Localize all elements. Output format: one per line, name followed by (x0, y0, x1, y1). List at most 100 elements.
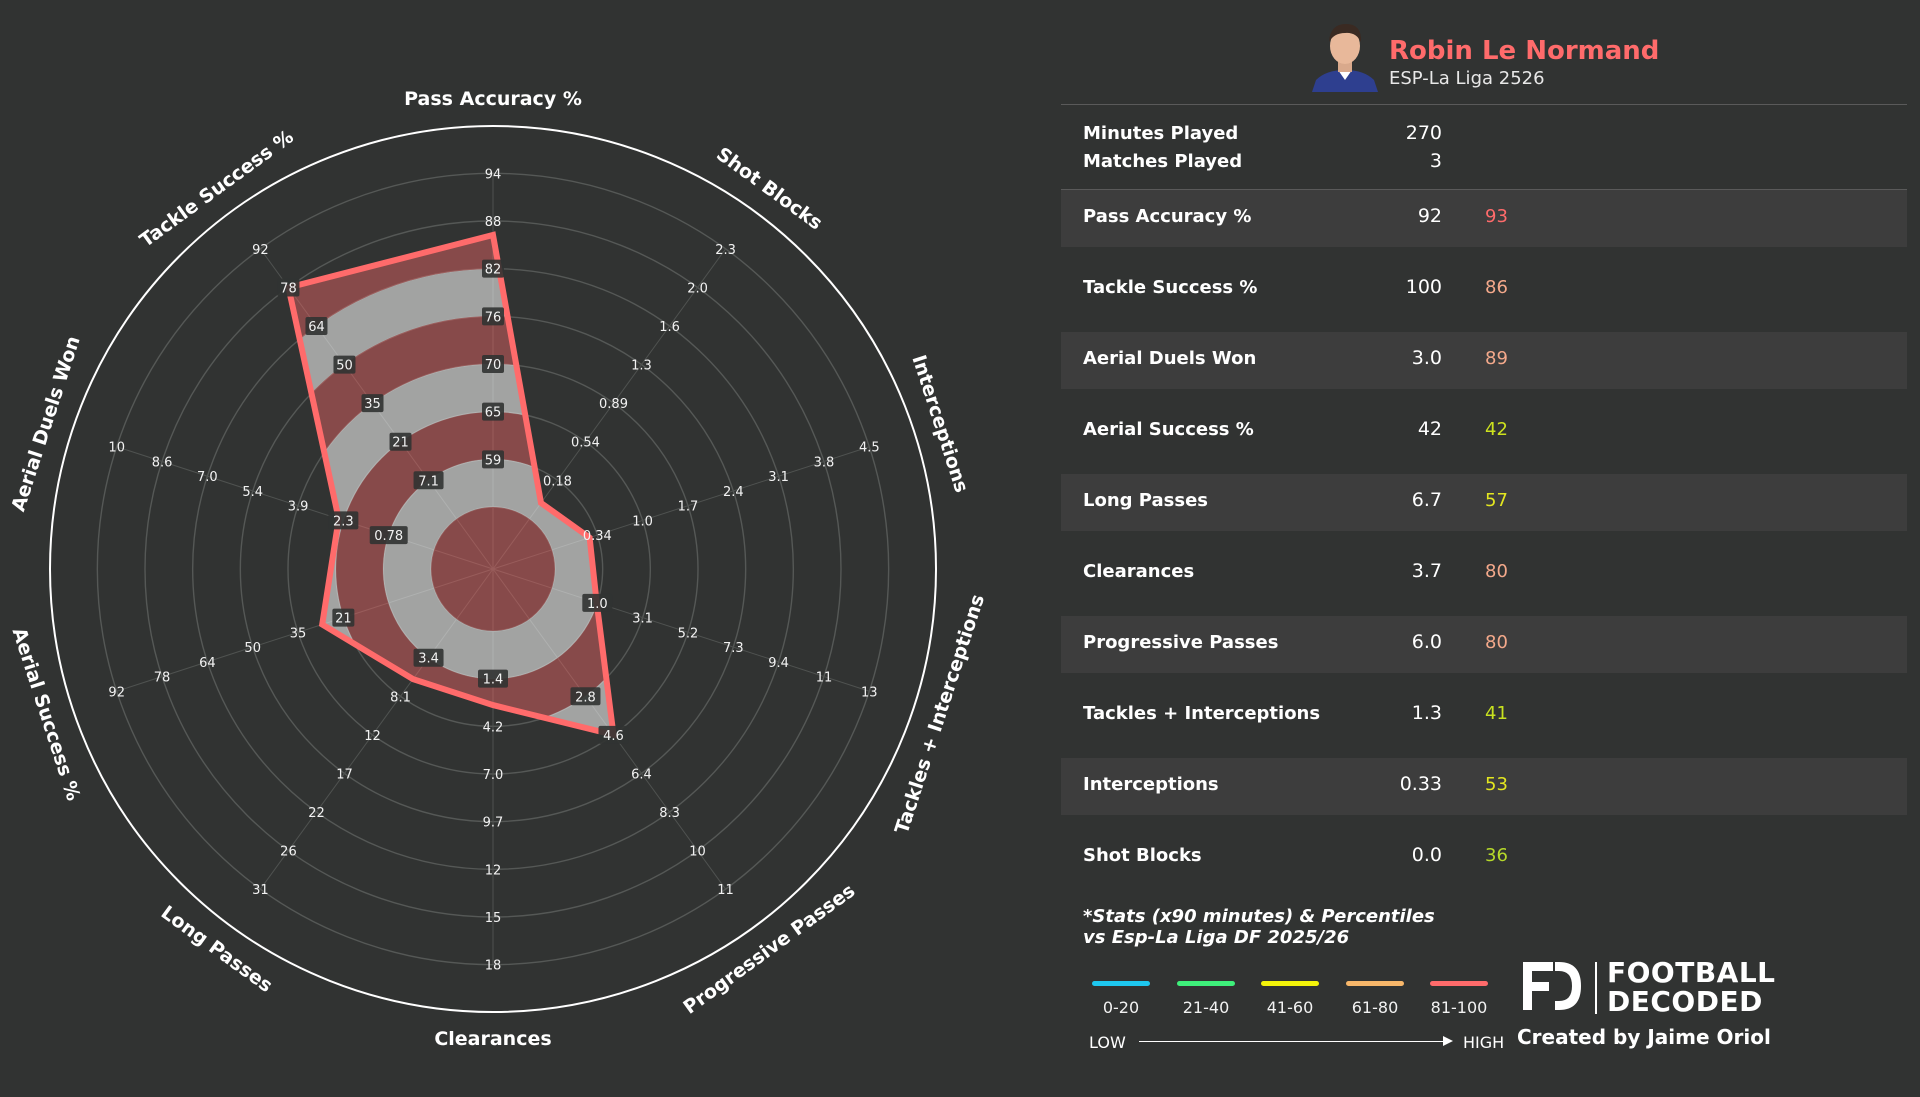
tick-label: 4.6 (603, 729, 624, 744)
minutes-played-value: 270 (1405, 122, 1442, 144)
legend-range: 41-60 (1266, 998, 1314, 1017)
stat-label: Progressive Passes (1083, 632, 1279, 653)
tick-label: 2.4 (723, 485, 744, 500)
stat-value: 6.0 (1411, 631, 1442, 653)
minutes-played-label: Minutes Played (1083, 123, 1239, 144)
tick-label-bg (478, 669, 508, 688)
radar-chart: 59 65 70 76 82 88 94 0.18 0.54 0.89 1.3 1.6 2.0 2.3 0.… (7, 88, 989, 1050)
tick-label: 0.89 (599, 397, 628, 412)
stat-percentile: 86 (1485, 277, 1508, 298)
legend-swatch (1092, 981, 1150, 986)
tick-label: 1.6 (659, 320, 680, 335)
stat-label: Tackles + Interceptions (1083, 703, 1321, 724)
stat-row: Clearances 3.7 80 (1061, 545, 1907, 602)
legend-swatch (1346, 981, 1404, 986)
tick-label-bg (482, 402, 504, 421)
stat-label: Aerial Success % (1083, 419, 1254, 440)
stat-value: 6.7 (1411, 489, 1442, 511)
matches-played-label: Matches Played (1083, 151, 1243, 172)
axis-label: Progressive Passes (679, 880, 859, 1019)
tick-label: 1.3 (631, 359, 652, 374)
stat-percentile: 53 (1485, 774, 1508, 795)
stat-percentile: 42 (1485, 419, 1508, 440)
legend-item: 41-60 (1255, 981, 1325, 1017)
tick-label: 8.3 (659, 806, 680, 821)
tick-label-bg (413, 648, 444, 667)
stat-percentile: 41 (1485, 703, 1508, 724)
legend-high-label: HIGH (1463, 1033, 1505, 1052)
tick-label-bg (582, 593, 613, 612)
tick-label: 5.4 (242, 485, 263, 500)
tick-label: 59 (485, 453, 502, 468)
player-league: ESP-La Liga 2526 (1389, 68, 1545, 89)
logo-divider (1595, 962, 1597, 1014)
tick-label: 82 (485, 263, 502, 278)
legend-item: 21-40 (1171, 981, 1241, 1017)
stat-value: 0.33 (1399, 773, 1442, 795)
footnote-line: vs Esp-La Liga DF 2025/26 (1083, 927, 1350, 948)
tick-label: 8.1 (390, 690, 411, 705)
stat-row: Progressive Passes 6.0 80 (1061, 616, 1907, 673)
tick-label: 94 (485, 167, 502, 182)
tick-label: 78 (280, 281, 297, 296)
tick-label: 35 (364, 397, 381, 412)
tick-label-bg (305, 317, 328, 336)
stat-value: 3.0 (1411, 347, 1442, 369)
logo-line: FOOTBALL (1607, 956, 1776, 989)
footnote-line: *Stats (x90 minutes) & Percentiles (1083, 906, 1435, 927)
tick-label: 64 (199, 656, 216, 671)
outer-ring (49, 125, 937, 1013)
tick-label-bg (332, 608, 355, 627)
divider (1061, 189, 1907, 190)
radar-band (383, 459, 603, 679)
tick-label: 1.0 (587, 597, 608, 612)
matches-played-value: 3 (1429, 150, 1442, 172)
stat-percentile: 80 (1485, 632, 1508, 653)
tick-label: 3.1 (632, 612, 653, 627)
tick-label-bg (361, 394, 384, 413)
tick-label: 15 (485, 911, 502, 926)
tick-label: 2.3 (333, 514, 354, 529)
football-decoded-logo-icon (1523, 962, 1581, 1010)
tick-label: 7.0 (483, 768, 504, 783)
tick-label: 0.18 (543, 474, 572, 489)
stat-value: 100 (1405, 276, 1442, 298)
tick-label-bg (598, 725, 629, 744)
stat-value: 3.7 (1411, 560, 1442, 582)
tick-label: 26 (280, 845, 297, 860)
tick-label-bg (570, 687, 601, 706)
stat-row: Aerial Success % 42 42 (1061, 403, 1907, 460)
tick-label: 3.4 (418, 652, 439, 667)
tick-label: 2.0 (687, 281, 708, 296)
tick-label: 8.6 (152, 455, 173, 470)
legend-swatch (1261, 981, 1319, 986)
axis-label: Shot Blocks (712, 143, 826, 234)
tick-label: 2.3 (715, 243, 736, 258)
legend-item: 0-20 (1086, 981, 1156, 1017)
tick-label: 7.1 (418, 474, 439, 489)
tick-label: 78 (154, 671, 171, 686)
tick-label: 7.0 (197, 470, 218, 485)
tick-label: 21 (335, 612, 352, 627)
tick-label: 11 (717, 883, 734, 898)
tick-label-bg (413, 471, 444, 490)
axis-label: Interceptions (907, 352, 972, 495)
axis-label: Aerial Success % (8, 625, 85, 803)
legend-range: 21-40 (1182, 998, 1230, 1017)
legend-range: 61-80 (1351, 998, 1399, 1017)
tick-label: 10 (108, 441, 125, 456)
axis-label: Tackles + Interceptions (891, 592, 989, 837)
logo-text: FOOTBALL DECODED (1607, 958, 1776, 1016)
tick-label: 3.9 (288, 500, 309, 515)
stat-row: Aerial Duels Won 3.0 89 (1061, 332, 1907, 389)
tick-label: 3.8 (814, 455, 835, 470)
legend-swatch (1430, 981, 1488, 986)
axis-label: Clearances (434, 1028, 551, 1050)
tick-label: 17 (336, 767, 353, 782)
tick-label: 10 (689, 845, 706, 860)
stat-label: Interceptions (1083, 774, 1219, 795)
tick-label: 0.34 (583, 529, 612, 544)
tick-label: 35 (290, 626, 307, 641)
stat-label: Tackle Success % (1083, 277, 1258, 298)
tick-label: 22 (308, 806, 325, 821)
